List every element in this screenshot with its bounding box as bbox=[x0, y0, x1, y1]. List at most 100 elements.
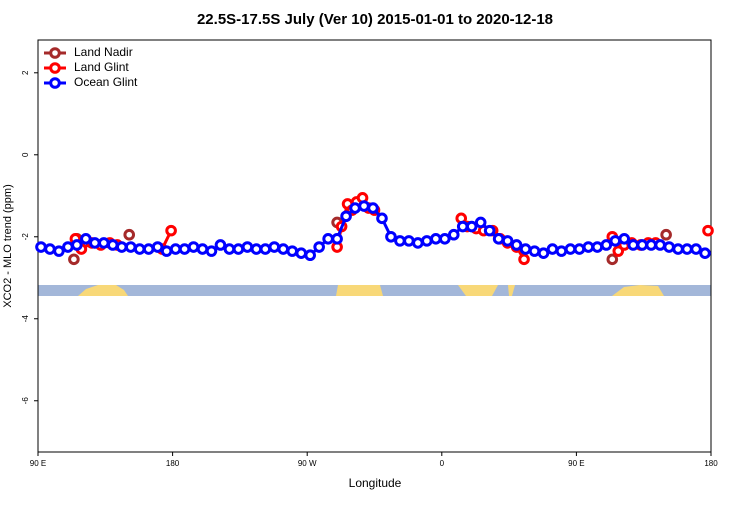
point bbox=[250, 243, 263, 255]
point bbox=[68, 253, 80, 266]
point bbox=[160, 245, 173, 257]
point bbox=[295, 247, 308, 259]
y-tick-label: 0 bbox=[21, 152, 30, 157]
point bbox=[35, 241, 47, 253]
point bbox=[430, 233, 442, 245]
land-ocean-strip bbox=[38, 285, 711, 296]
point bbox=[456, 220, 469, 233]
point bbox=[518, 253, 530, 266]
point bbox=[699, 247, 711, 259]
x-tick-label: 90 W bbox=[298, 459, 317, 468]
point bbox=[465, 220, 478, 233]
point bbox=[438, 233, 451, 245]
point bbox=[214, 239, 227, 251]
point bbox=[573, 243, 586, 255]
point bbox=[645, 239, 657, 251]
point bbox=[421, 235, 433, 247]
point bbox=[519, 243, 532, 255]
legend-label: Ocean Glint bbox=[74, 75, 138, 89]
point bbox=[232, 243, 245, 255]
x-tick-label: 180 bbox=[166, 459, 180, 468]
point bbox=[178, 243, 191, 255]
legend-marker bbox=[49, 62, 61, 74]
point bbox=[313, 241, 325, 253]
point bbox=[98, 237, 110, 249]
point bbox=[165, 224, 177, 237]
chart-title: 22.5S-17.5S July (Ver 10) 2015-01-01 to … bbox=[197, 11, 553, 28]
y-tick-label: -2 bbox=[21, 233, 30, 241]
point bbox=[564, 243, 577, 255]
point bbox=[385, 230, 397, 243]
point bbox=[151, 241, 164, 253]
x-axis-label: Longitude bbox=[349, 476, 402, 490]
point bbox=[115, 241, 128, 253]
point bbox=[600, 239, 613, 251]
point bbox=[474, 216, 487, 229]
point bbox=[618, 233, 631, 245]
point bbox=[241, 241, 254, 253]
point bbox=[196, 243, 209, 255]
legend-marker bbox=[49, 47, 61, 59]
point bbox=[142, 243, 155, 255]
point bbox=[483, 224, 496, 237]
point bbox=[304, 249, 316, 262]
legend-label: Land Glint bbox=[74, 60, 129, 74]
point bbox=[124, 241, 137, 253]
point bbox=[358, 200, 370, 212]
point bbox=[537, 247, 550, 259]
point bbox=[53, 245, 65, 257]
point bbox=[286, 245, 299, 257]
point bbox=[591, 241, 604, 253]
point bbox=[259, 243, 272, 255]
point bbox=[62, 241, 74, 253]
point bbox=[663, 241, 675, 253]
point bbox=[582, 241, 595, 253]
point bbox=[609, 235, 622, 247]
point bbox=[44, 243, 56, 255]
point bbox=[322, 233, 334, 245]
point bbox=[71, 239, 83, 251]
point bbox=[690, 243, 702, 255]
point bbox=[627, 239, 640, 251]
y-tick-label: 2 bbox=[21, 70, 30, 75]
point bbox=[205, 245, 218, 257]
point bbox=[187, 241, 200, 253]
point bbox=[123, 228, 136, 241]
point bbox=[268, 241, 281, 253]
point bbox=[492, 233, 505, 245]
point bbox=[394, 235, 406, 247]
point bbox=[660, 228, 672, 241]
point bbox=[89, 237, 101, 249]
point bbox=[672, 243, 684, 255]
point bbox=[403, 235, 415, 247]
x-tick-label: 90 E bbox=[568, 459, 584, 468]
point bbox=[681, 243, 693, 255]
point bbox=[331, 233, 343, 245]
point bbox=[349, 202, 361, 214]
y-tick-label: -4 bbox=[21, 315, 30, 323]
point bbox=[169, 243, 182, 255]
y-axis-label: XCO2 - MLO trend (ppm) bbox=[2, 184, 14, 307]
point bbox=[367, 202, 379, 214]
x-tick-label: 180 bbox=[704, 459, 718, 468]
x-tick-label: 90 E bbox=[30, 459, 46, 468]
point bbox=[376, 212, 388, 225]
point bbox=[555, 245, 568, 257]
point bbox=[340, 210, 352, 223]
point bbox=[412, 237, 424, 249]
point bbox=[133, 243, 146, 255]
point bbox=[447, 228, 460, 241]
legend-marker bbox=[49, 77, 61, 89]
point bbox=[636, 239, 649, 251]
point bbox=[546, 243, 559, 255]
legend-label: Land Nadir bbox=[74, 45, 133, 59]
point bbox=[106, 239, 119, 251]
point bbox=[501, 235, 514, 247]
point bbox=[654, 239, 666, 251]
x-tick-label: 0 bbox=[440, 459, 445, 468]
point bbox=[606, 253, 619, 266]
y-tick-label: -6 bbox=[21, 397, 30, 405]
point bbox=[702, 224, 714, 237]
